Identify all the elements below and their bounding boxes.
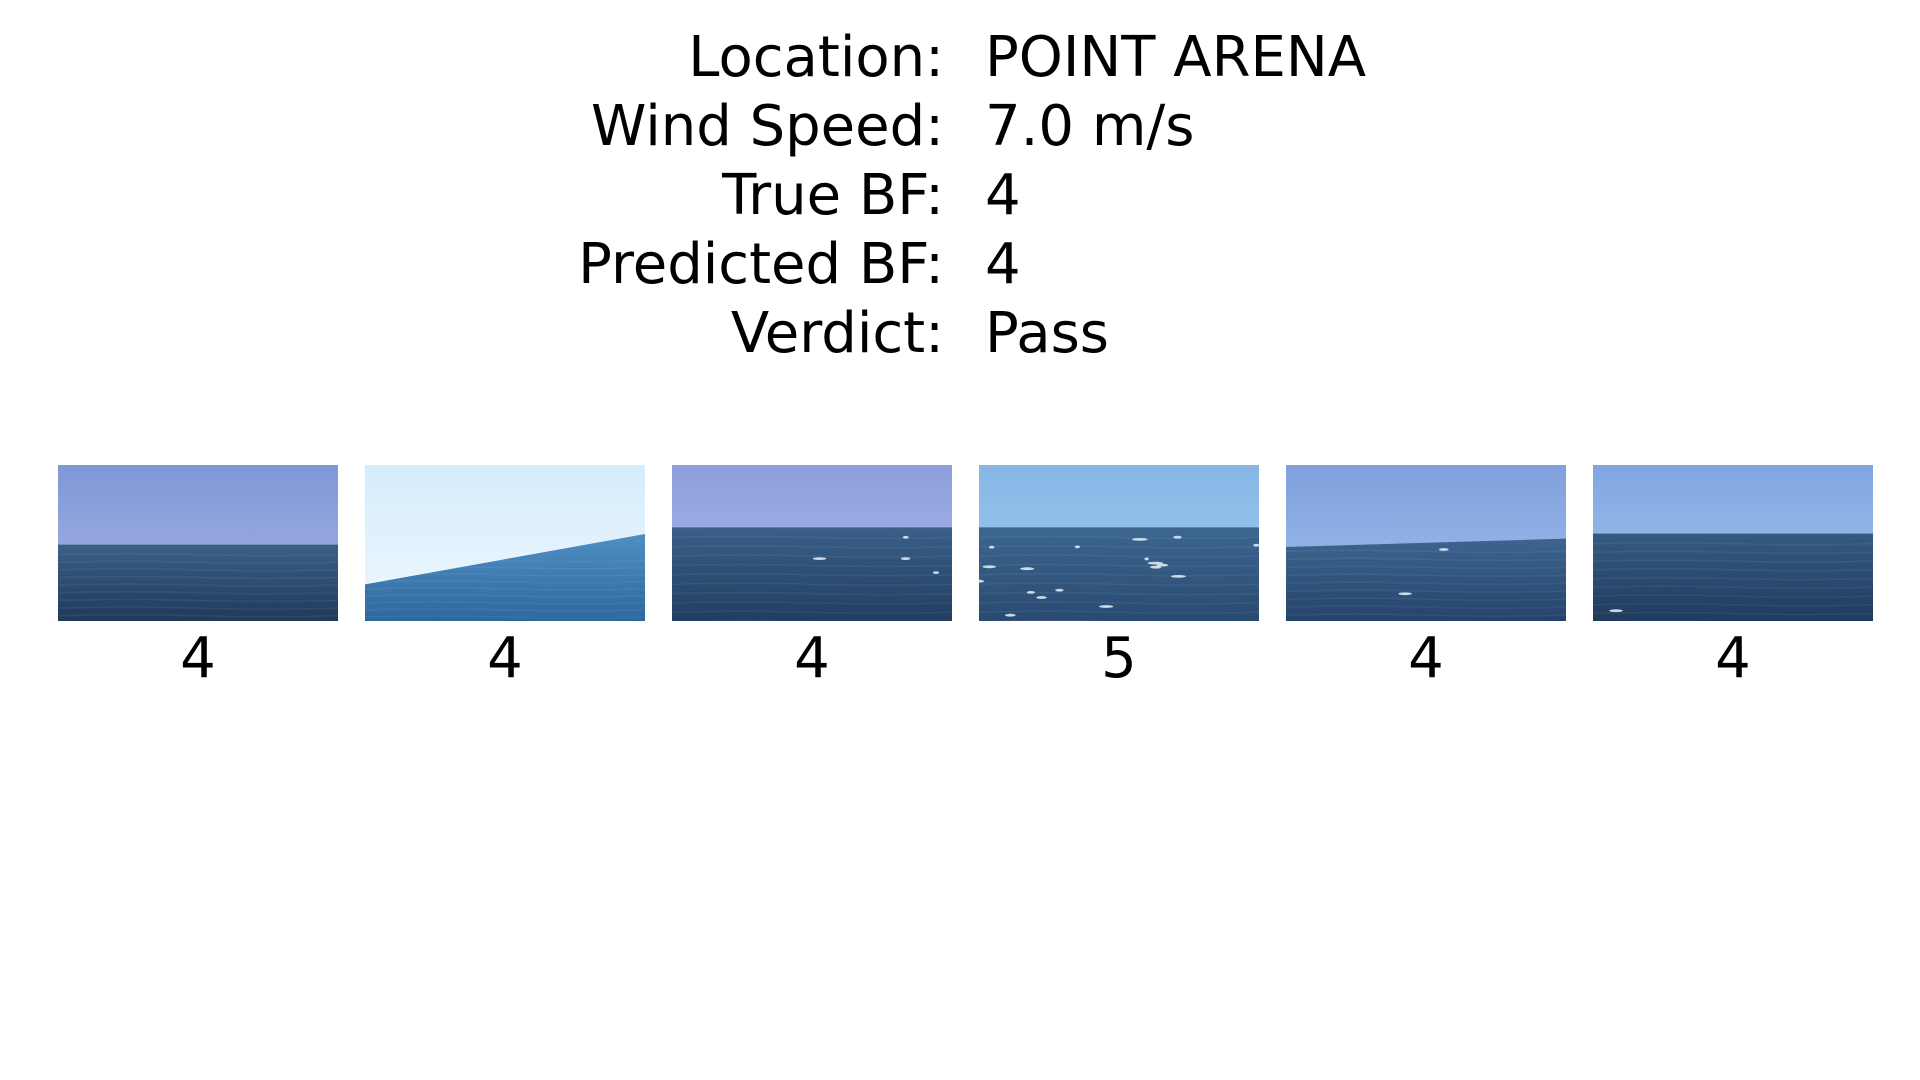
- sea-frame: 4: [1593, 465, 1873, 689]
- info-value: Pass: [985, 301, 1109, 366]
- sea-frame: 4: [58, 465, 338, 689]
- sea-frame: 4: [1286, 465, 1566, 689]
- info-label: Verdict:: [730, 301, 944, 366]
- info-label: Location:: [688, 25, 944, 90]
- sea-photo: [1593, 465, 1873, 621]
- frame-label: 4: [487, 626, 523, 691]
- frame-label: 4: [794, 626, 830, 691]
- info-label: True BF:: [722, 163, 944, 228]
- sea-photo: [979, 465, 1259, 621]
- info-row: Location: POINT ARENA: [0, 28, 1920, 97]
- frame-label: 4: [180, 626, 216, 691]
- frame-label: 4: [1715, 626, 1751, 691]
- info-label: Predicted BF:: [578, 232, 944, 297]
- info-panel: Location: POINT ARENA Wind Speed: 7.0 m/s Tr…: [0, 28, 1920, 373]
- info-row: True BF: 4: [0, 166, 1920, 235]
- sea-frame: 4: [365, 465, 645, 689]
- frame-label: 5: [1101, 626, 1137, 691]
- info-value: 7.0 m/s: [985, 94, 1195, 159]
- info-value: POINT ARENA: [985, 25, 1367, 90]
- info-row: Verdict: Pass: [0, 304, 1920, 373]
- sea-photo: [1286, 465, 1566, 621]
- info-value: 4: [985, 163, 1021, 228]
- sea-frame: 4: [672, 465, 952, 689]
- sea-photo: [58, 465, 338, 621]
- sea-photo: [365, 465, 645, 621]
- image-strip: 4 4 4 5 4 4: [0, 465, 1920, 705]
- info-row: Wind Speed: 7.0 m/s: [0, 97, 1920, 166]
- frame-label: 4: [1408, 626, 1444, 691]
- info-label: Wind Speed:: [591, 94, 944, 159]
- sea-photo: [672, 465, 952, 621]
- sea-frame: 5: [979, 465, 1259, 689]
- info-value: 4: [985, 232, 1021, 297]
- info-row: Predicted BF: 4: [0, 235, 1920, 304]
